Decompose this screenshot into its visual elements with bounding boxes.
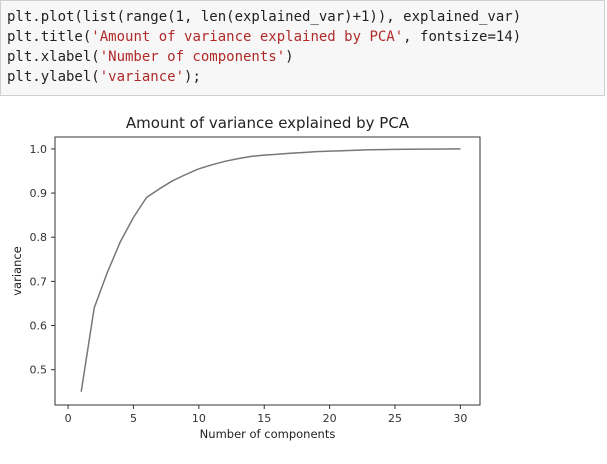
y-axis-label: variance <box>10 246 24 296</box>
code-line: plt.plot(list(range(1, len(explained_var… <box>7 7 598 27</box>
y-tick-label: 0.5 <box>30 364 48 377</box>
x-tick-label: 15 <box>257 412 271 425</box>
code-editor[interactable]: plt.plot(list(range(1, len(explained_var… <box>7 7 598 87</box>
x-tick-label: 30 <box>453 412 467 425</box>
x-axis-label: Number of components <box>200 427 336 441</box>
code-line: plt.xlabel('Number of components') <box>7 47 598 67</box>
y-tick-label: 1.0 <box>30 143 48 156</box>
code-cell[interactable]: plt.plot(list(range(1, len(explained_var… <box>0 0 605 96</box>
code-string-token: 'Amount of variance explained by PCA' <box>91 29 404 45</box>
y-tick-label: 0.6 <box>30 320 48 333</box>
x-tick-label: 25 <box>388 412 402 425</box>
pca-variance-chart: 0.5 0.6 0.7 0.8 0.9 1.0 0 5 10 15 20 25 30 Amount o… <box>10 114 481 441</box>
code-line: plt.ylabel('variance'); <box>7 67 598 87</box>
y-tick-label: 0.8 <box>30 231 48 244</box>
plot-frame <box>54 136 481 406</box>
code-string-token: 'Number of components' <box>99 49 286 65</box>
x-tick-label: 20 <box>323 412 337 425</box>
y-tick-label: 0.9 <box>30 187 48 200</box>
chart-title: Amount of variance explained by PCA <box>126 114 410 132</box>
output-area: 0.5 0.6 0.7 0.8 0.9 1.0 0 5 10 15 20 25 30 Amount o… <box>0 96 607 460</box>
code-string-token: 'variance' <box>99 69 185 85</box>
code-token: plt.xlabel( <box>7 49 100 65</box>
x-tick-label: 10 <box>192 412 206 425</box>
y-tick-label: 0.7 <box>30 275 48 288</box>
code-token: ); <box>184 69 201 85</box>
code-token: plt.ylabel( <box>7 69 100 85</box>
code-token: plt.title( <box>7 29 92 45</box>
x-tick-label: 0 <box>65 412 72 425</box>
code-token: ) <box>285 49 294 65</box>
x-tick-label: 5 <box>130 412 137 425</box>
code-token: plt.plot(list(range(1, len(explained_var… <box>7 9 522 25</box>
variance-series-line <box>80 148 461 392</box>
code-token: , fontsize=14) <box>403 29 522 45</box>
code-line: plt.title('Amount of variance explained … <box>7 27 598 47</box>
